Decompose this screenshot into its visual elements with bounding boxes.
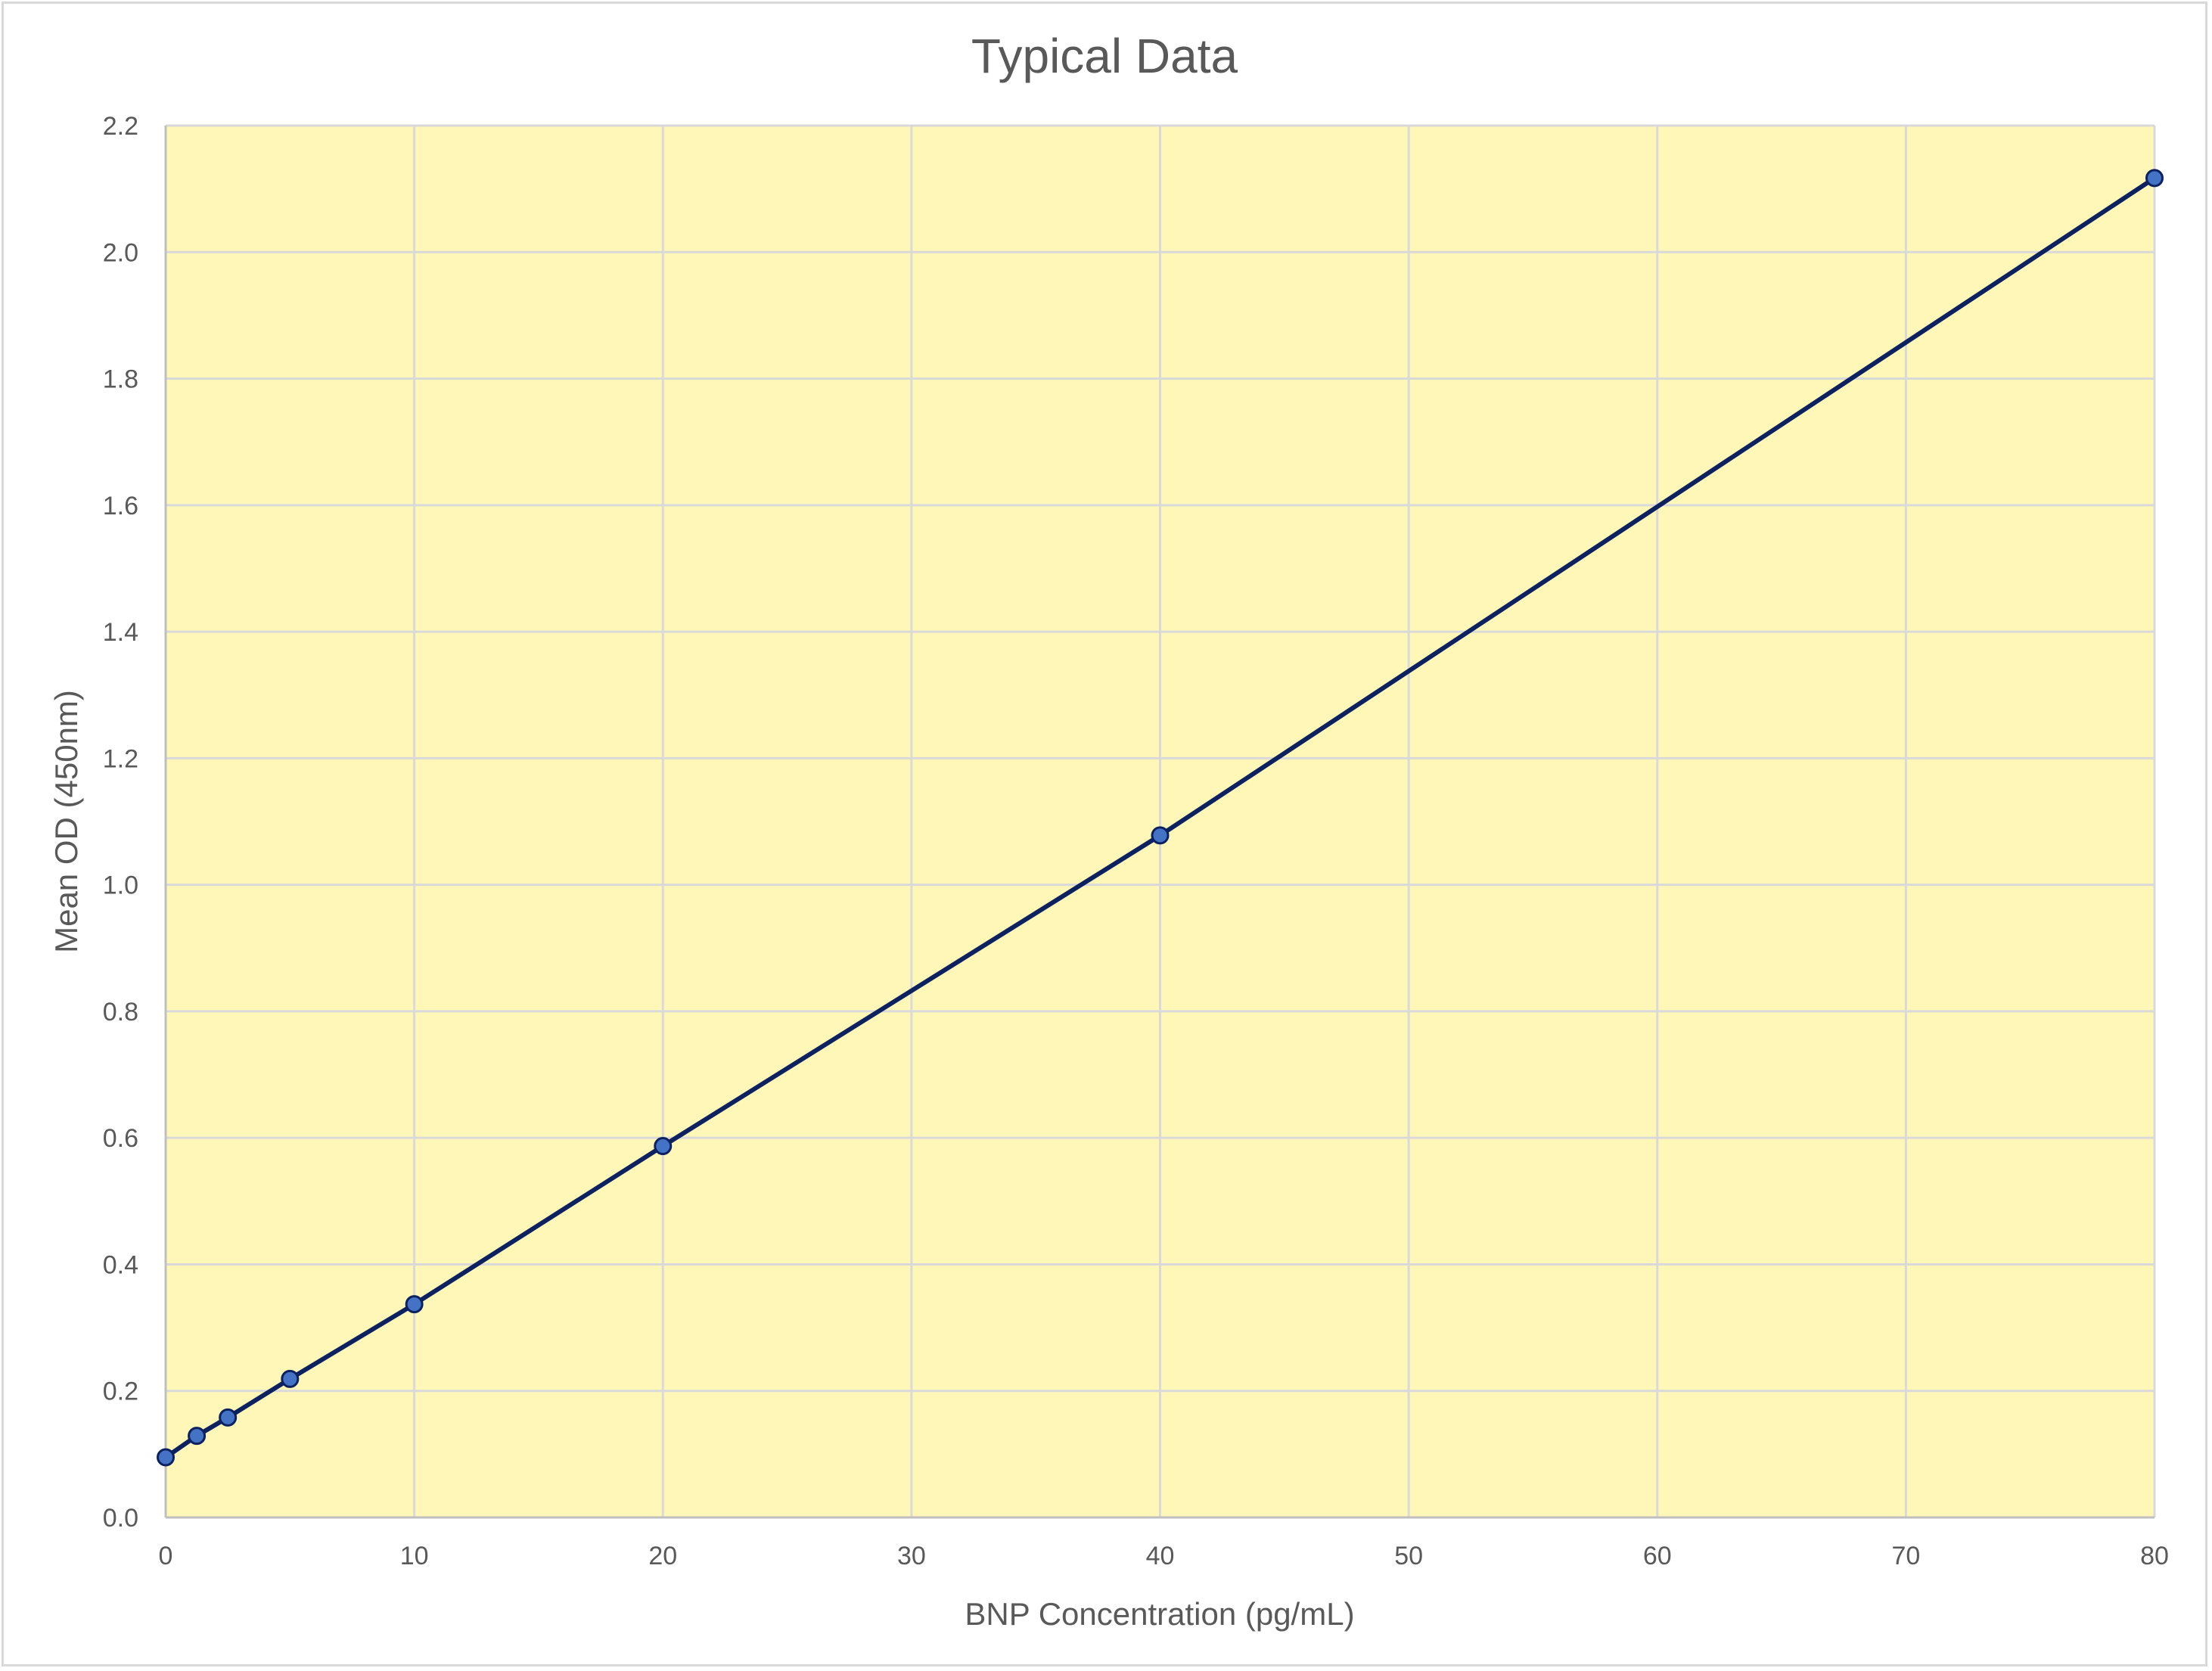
y-tick-label: 2.0 xyxy=(103,238,138,267)
y-tick-label: 1.2 xyxy=(103,744,138,773)
y-tick-label: 0.0 xyxy=(103,1504,138,1533)
y-tick-label: 0.6 xyxy=(103,1124,138,1153)
x-tick-label: 40 xyxy=(1146,1542,1175,1570)
x-tick-label: 60 xyxy=(1643,1542,1672,1570)
y-tick-label: 0.8 xyxy=(103,998,138,1027)
data-point xyxy=(188,1427,207,1446)
x-tick-label: 70 xyxy=(1891,1542,1920,1570)
x-tick-label: 10 xyxy=(400,1542,429,1570)
data-point xyxy=(2145,169,2164,188)
y-tick-label: 0.2 xyxy=(103,1377,138,1406)
chart-title: Typical Data xyxy=(971,29,1238,83)
x-tick-label: 50 xyxy=(1394,1542,1423,1570)
x-axis-label: BNP Concentration (pg/mL) xyxy=(965,1596,1354,1632)
x-tick-label: 0 xyxy=(159,1542,173,1570)
x-tick-label: 80 xyxy=(2140,1542,2169,1570)
y-tick-label: 0.4 xyxy=(103,1250,138,1279)
y-tick-label: 1.4 xyxy=(103,618,138,647)
y-tick-label: 1.8 xyxy=(103,365,138,394)
x-tick-label: 30 xyxy=(897,1542,926,1570)
data-point xyxy=(405,1295,424,1314)
y-axis-label: Mean OD (450nm) xyxy=(48,690,84,953)
y-tick-label: 2.2 xyxy=(103,112,138,141)
data-point xyxy=(281,1369,300,1388)
data-point xyxy=(654,1137,673,1156)
data-point xyxy=(157,1448,175,1467)
data-point xyxy=(219,1408,238,1427)
y-tick-label: 1.6 xyxy=(103,492,138,520)
data-point xyxy=(1151,826,1170,845)
y-tick-label: 1.0 xyxy=(103,871,138,900)
x-tick-label: 20 xyxy=(648,1542,677,1570)
